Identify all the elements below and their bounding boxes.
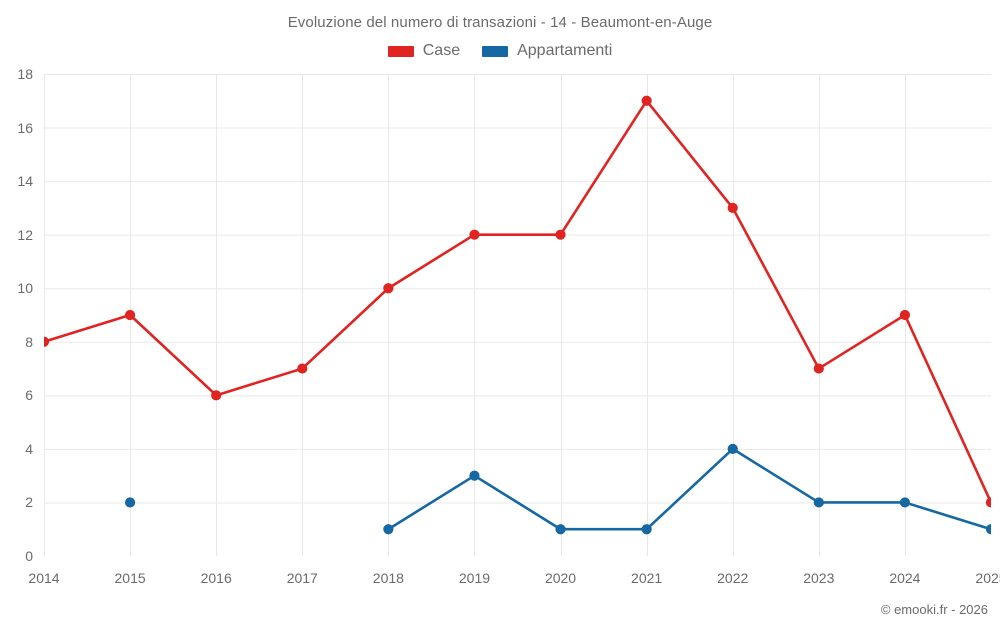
data-point (124, 497, 136, 508)
x-axis-tick-label: 2022 (717, 570, 749, 586)
data-point (383, 283, 394, 294)
data-point (383, 524, 394, 535)
copyright-credit: © emooki.fr - 2026 (880, 602, 988, 617)
data-point (124, 309, 136, 321)
x-axis-tick-label: 2024 (889, 570, 921, 586)
data-point (469, 229, 480, 240)
data-point (211, 390, 222, 401)
x-axis-tick-label: 2015 (114, 570, 146, 586)
y-axis-tick-label: 8 (25, 333, 33, 350)
y-axis-tick-label: 0 (25, 548, 33, 564)
x-axis-tick-label: 2017 (286, 570, 318, 586)
y-axis-tick-label: 18 (17, 66, 33, 82)
data-point (44, 336, 50, 347)
series-line-1 (387, 447, 991, 531)
y-axis-tick-label: 14 (17, 173, 33, 190)
series-line-0 (44, 99, 991, 504)
data-point (641, 524, 652, 535)
data-point (813, 363, 824, 374)
x-axis-tick-label: 2014 (28, 570, 60, 586)
data-point (899, 497, 911, 508)
data-point (469, 470, 480, 481)
data-point (555, 524, 566, 535)
legend-swatch-appartamenti (482, 45, 509, 57)
data-point (297, 363, 308, 374)
plot-svg (44, 74, 991, 556)
data-point (555, 229, 566, 240)
y-axis-tick-label: 2 (25, 494, 33, 511)
chart-title: Evoluzione del numero di transazioni - 1… (287, 14, 713, 31)
legend-item-case[interactable]: Case (387, 42, 461, 60)
legend-label-appartamenti: Appartamenti (517, 42, 613, 59)
x-axis-tick-label: 2023 (803, 570, 835, 586)
data-point (727, 202, 738, 213)
data-point (985, 524, 991, 535)
x-axis-tick-label: 2018 (372, 570, 404, 586)
data-point (813, 497, 824, 508)
data-point (899, 309, 911, 321)
y-axis-tick-label: 10 (17, 280, 33, 297)
data-point (727, 443, 738, 454)
data-point (641, 95, 652, 106)
chart-legend: Case Appartamenti (0, 42, 1000, 60)
x-axis-tick-label: 2020 (544, 570, 577, 586)
x-axis-tick-label: 2021 (631, 570, 663, 586)
x-axis-tick-label: 2019 (458, 570, 491, 586)
legend-item-appartamenti[interactable]: Appartamenti (482, 42, 612, 60)
y-axis-tick-label: 6 (25, 387, 33, 404)
x-axis-tick-label: 2016 (200, 570, 232, 586)
legend-label-case: Case (422, 42, 461, 59)
data-point (985, 497, 991, 508)
y-axis-tick-label: 4 (25, 440, 33, 457)
y-axis-tick-label: 12 (17, 226, 33, 243)
y-axis-tick-label: 16 (17, 119, 33, 136)
plot-area (44, 74, 991, 556)
legend-swatch-case (387, 45, 414, 57)
x-axis-tick-label: 2025 (975, 570, 1000, 586)
